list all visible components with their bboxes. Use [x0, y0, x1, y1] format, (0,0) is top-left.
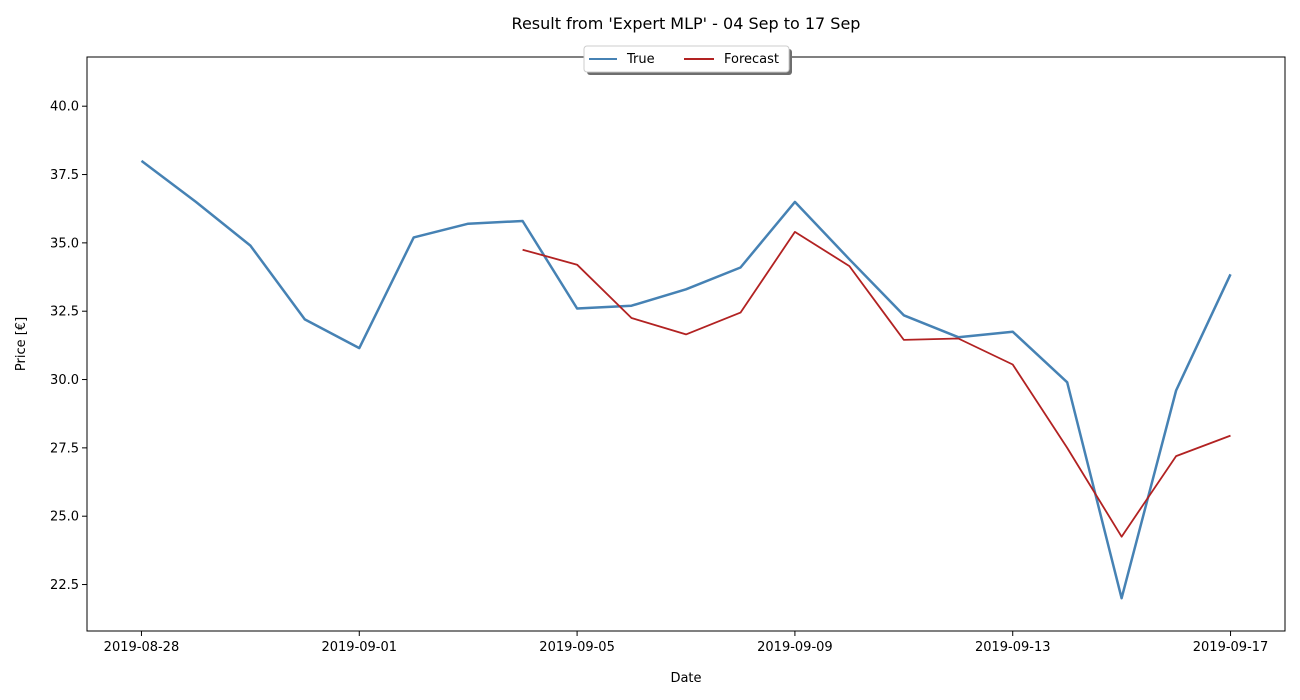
x-tick-label: 2019-09-05 [539, 640, 615, 655]
x-tick-label: 2019-09-09 [757, 640, 833, 655]
x-tick-label: 2019-09-13 [975, 640, 1051, 655]
series-line-true [140, 159, 1232, 600]
y-tick-label: 22.5 [50, 578, 79, 593]
legend: True Forecast [583, 45, 792, 75]
y-tick-label: 37.5 [50, 168, 79, 183]
plot-area [86, 56, 1286, 632]
x-tick-label: 2019-09-01 [321, 640, 397, 655]
x-tick-label: 2019-09-17 [1193, 640, 1269, 655]
y-axis-label: Price [€] [14, 317, 29, 371]
legend-label-forecast: Forecast [724, 52, 779, 67]
y-tick-label: 25.0 [50, 510, 79, 525]
series-line-forecast [522, 230, 1231, 538]
legend-label-true: True [626, 52, 655, 67]
x-axis-label: Date [670, 671, 701, 686]
y-tick-label: 40.0 [50, 100, 79, 115]
y-tick-label: 30.0 [50, 373, 79, 388]
chart-title: Result from 'Expert MLP' - 04 Sep to 17 … [512, 14, 861, 33]
y-tick-label: 27.5 [50, 441, 79, 456]
y-tick-label: 32.5 [50, 305, 79, 320]
x-tick-label: 2019-08-28 [104, 640, 180, 655]
x-axis: 2019-08-28 2019-09-01 2019-09-05 2019-09-09… [104, 631, 1269, 655]
y-axis: 22.5 25.0 27.5 30.0 32.5 35.0 37.5 40.0 [50, 100, 87, 593]
series-lines [140, 159, 1232, 600]
y-tick-label: 35.0 [50, 236, 79, 251]
